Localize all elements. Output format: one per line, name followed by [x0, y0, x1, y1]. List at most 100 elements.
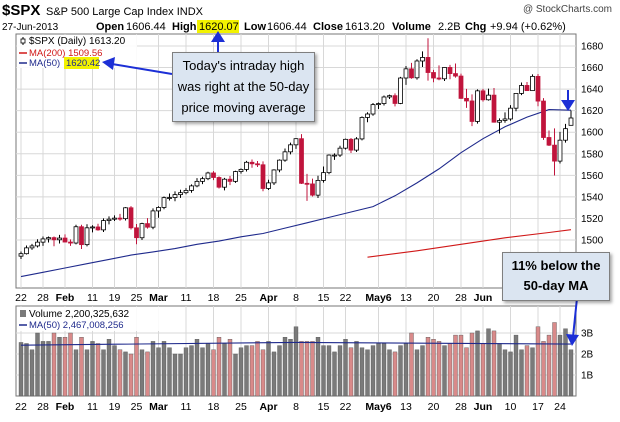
- volume-bar: [508, 351, 513, 397]
- candle-body: [535, 75, 541, 102]
- candle-body: [51, 237, 57, 241]
- volume-tick-label: 3B: [581, 329, 594, 340]
- volume-bar: [447, 343, 453, 397]
- volume-bar: [552, 322, 557, 397]
- volume-bar: [568, 349, 574, 397]
- legend-price-icon: [20, 37, 26, 45]
- candle-body: [57, 237, 62, 241]
- volume-tick-label: 1B: [581, 371, 594, 382]
- volume-bar: [29, 349, 35, 397]
- volume-bar: [519, 349, 524, 397]
- candle-body: [546, 137, 552, 146]
- volume-bar: [183, 347, 189, 397]
- date-tick-label: 13: [400, 401, 412, 413]
- date-tick-label: May6: [365, 401, 391, 413]
- candle-body: [128, 207, 134, 229]
- candle-body: [392, 95, 398, 104]
- volume-bar: [95, 343, 101, 397]
- candle-body: [431, 72, 436, 79]
- callout-high-line: was right at the 50-day: [177, 79, 310, 94]
- volume-bar: [282, 337, 288, 397]
- candle-body: [161, 197, 167, 208]
- date-tick-label: 10: [505, 401, 517, 413]
- price-tick-label: 1620: [581, 106, 604, 117]
- volume-bar: [502, 349, 508, 397]
- close-label: Close: [313, 21, 343, 33]
- chart-symbol: $SPX: [2, 2, 40, 19]
- arrow-to-ma50: [102, 57, 173, 75]
- candle-body: [167, 197, 172, 199]
- volume-ma50-line: [20, 341, 572, 346]
- candle-body: [249, 161, 255, 165]
- candle-body: [134, 227, 139, 239]
- date-tick-label: 19: [109, 401, 121, 413]
- price-date-axis: 22 28 Feb 11 19 25 Mar 11 18 25 Apr 8 15 22 May6 13 20 28…: [15, 292, 566, 304]
- candle-body: [519, 85, 524, 94]
- date-tick-label: 22: [340, 401, 352, 413]
- candle-body: [227, 178, 233, 182]
- candle-body: [260, 164, 266, 189]
- date-tick-label: 28: [455, 292, 467, 304]
- volume-bar: [260, 349, 266, 397]
- price-tick-label: 1580: [581, 149, 604, 160]
- ma200-line: [367, 229, 572, 258]
- legend-price: $SPX (Daily) 1613.20: [29, 36, 126, 47]
- volume-bar: [249, 345, 255, 397]
- volume-bar: [535, 326, 541, 397]
- volume-bar: [73, 349, 79, 397]
- date-tick-label: Mar: [149, 292, 168, 304]
- volume-legend-box: [17, 307, 167, 331]
- volume-bar: [304, 341, 310, 397]
- candle-body: [425, 57, 431, 73]
- price-tick-label: 1680: [581, 42, 604, 53]
- volume-bar: [326, 345, 332, 397]
- legend-ma200: MA(200) 1509.56: [29, 48, 102, 59]
- candle-body: [552, 144, 557, 162]
- volume-bar: [299, 341, 304, 397]
- candle-body: [266, 182, 271, 189]
- candle-body: [497, 120, 502, 123]
- source-watermark: @ StockCharts.com: [523, 4, 612, 15]
- volume-bar: [513, 334, 519, 397]
- candle-body: [211, 172, 216, 178]
- candle-body: [321, 172, 326, 181]
- candle-body: [238, 169, 244, 172]
- legend-volume: Volume 2,200,325,632: [29, 309, 130, 320]
- volume-bar: [277, 345, 282, 397]
- candle-body: [453, 73, 458, 77]
- volume-bar: [354, 341, 359, 397]
- candle-body: [46, 237, 51, 240]
- price-tick-label: 1560: [581, 171, 604, 182]
- ma50-line: [20, 109, 572, 278]
- volume-bar: [167, 347, 172, 397]
- arrow-down-volume: [566, 297, 579, 346]
- date-tick-label: 25: [235, 292, 247, 304]
- volume-bar: [387, 349, 392, 397]
- candle-body: [409, 68, 414, 79]
- candle-body: [376, 103, 381, 106]
- candle-body: [178, 192, 183, 196]
- open-value: 1606.44: [126, 21, 166, 33]
- chg-value: +9.94 (+0.62%): [490, 21, 566, 33]
- volume-bar: [480, 343, 486, 397]
- legend-volma: MA(50) 2,467,008,256: [29, 320, 124, 331]
- candle-body: [233, 171, 238, 182]
- volume-bar: [310, 341, 315, 397]
- candle-body: [447, 67, 453, 74]
- callout-below-ma: 11% below the 50-day MA: [502, 252, 610, 301]
- candle-body: [541, 100, 546, 138]
- volume-bar: [194, 339, 200, 397]
- candle-body: [244, 161, 249, 170]
- date-tick-label: 28: [455, 401, 467, 413]
- candle-body: [370, 104, 376, 115]
- candle-body: [222, 178, 227, 188]
- candle-body: [337, 147, 343, 156]
- volume-bar: [315, 337, 321, 397]
- candle-body: [35, 241, 40, 247]
- candle-body: [156, 207, 161, 212]
- volume-bar: [469, 332, 475, 397]
- date-tick-label: 11: [181, 401, 192, 413]
- volume-bar: [117, 349, 123, 397]
- date-tick-label: 8: [293, 292, 299, 304]
- candle-body: [464, 97, 469, 102]
